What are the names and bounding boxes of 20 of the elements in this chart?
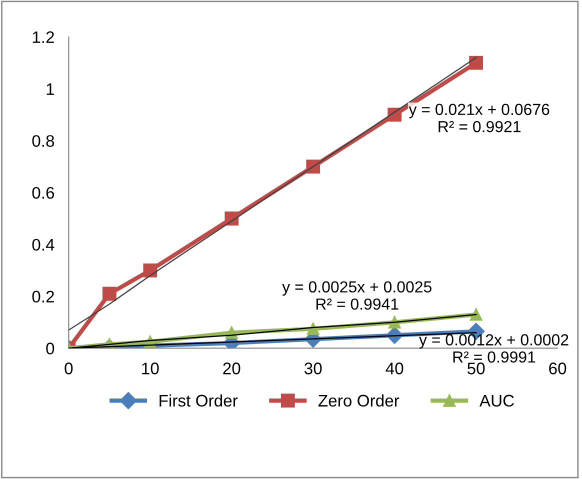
y-tick-label: 0 <box>46 342 54 354</box>
legend-label: Zero Order <box>318 394 400 407</box>
y-tick-label: 0.2 <box>32 290 54 303</box>
x-tick-label: 30 <box>304 362 322 374</box>
y-tick-label: 0.6 <box>32 186 54 199</box>
annotation: y = 0.021x + 0.0676 R² = 0.9921 <box>408 104 550 132</box>
annotation: y = 0.0012x + 0.0002 R² = 0.9991 <box>419 334 568 363</box>
y-tick-label: 1.2 <box>32 31 54 43</box>
annotation: y = 0.0025x + 0.0025 R² = 0.9941 <box>282 281 432 310</box>
x-tick-label: 0 <box>64 362 73 374</box>
x-tick-label: 20 <box>223 362 240 374</box>
x-tick-label: 50 <box>467 362 485 374</box>
y-tick-label: 0.4 <box>32 238 54 251</box>
x-tick-label: 40 <box>386 362 404 374</box>
legend-label: First Order <box>160 394 238 407</box>
legend-label: AUC <box>479 394 514 407</box>
x-tick-label: 10 <box>142 362 159 374</box>
x-tick-label: 60 <box>549 362 566 374</box>
y-tick-label: 1 <box>46 83 54 95</box>
y-tick-label: 0.8 <box>32 135 54 147</box>
